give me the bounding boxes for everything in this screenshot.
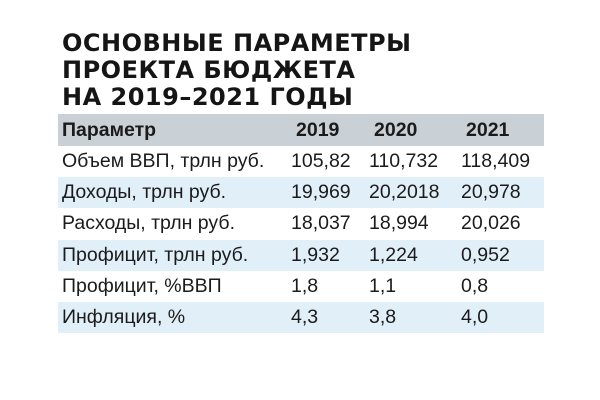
budget-parameters-table: Параметр 2019 2020 2021 Объем ВВП, трлн … bbox=[58, 114, 544, 334]
value-cell: 105,82 bbox=[288, 146, 366, 178]
value-cell: 3,8 bbox=[366, 301, 458, 334]
title-line-2: ПРОЕКТА БЮДЖЕТА bbox=[62, 56, 356, 84]
table-header-row: Параметр 2019 2020 2021 bbox=[58, 114, 544, 146]
value-cell: 20,2018 bbox=[366, 177, 458, 209]
header-cell-parameter: Параметр bbox=[58, 114, 288, 146]
value-cell: 1,8 bbox=[288, 270, 366, 302]
row-label-cell: Профицит, %ВВП bbox=[58, 270, 288, 302]
value-cell: 1,932 bbox=[288, 239, 366, 271]
header-cell-2020: 2020 bbox=[366, 114, 458, 146]
value-cell: 0,8 bbox=[458, 270, 544, 302]
row-label-cell: Объем ВВП, трлн руб. bbox=[58, 146, 288, 178]
row-label-cell: Инфляция, % bbox=[58, 301, 288, 334]
table-row: Инфляция, % 4,3 3,8 4,0 bbox=[58, 301, 544, 334]
value-cell: 18,994 bbox=[366, 208, 458, 240]
table-row: Доходы, трлн руб. 19,969 20,2018 20,978 bbox=[58, 177, 544, 209]
row-label-cell: Профицит, трлн руб. bbox=[58, 239, 288, 271]
header-cell-2019: 2019 bbox=[288, 114, 366, 146]
table-row: Расходы, трлн руб. 18,037 18,994 20,026 bbox=[58, 208, 544, 240]
header-cell-2021: 2021 bbox=[458, 114, 544, 146]
table-row: Профицит, %ВВП 1,8 1,1 0,8 bbox=[58, 270, 544, 302]
row-label-cell: Расходы, трлн руб. bbox=[58, 208, 288, 240]
table-row: Объем ВВП, трлн руб. 105,82 110,732 118,409 bbox=[58, 146, 544, 178]
value-cell: 118,409 bbox=[458, 146, 544, 178]
row-label-cell: Доходы, трлн руб. bbox=[58, 177, 288, 209]
value-cell: 20,026 bbox=[458, 208, 544, 240]
table-row: Профицит, трлн руб. 1,932 1,224 0,952 bbox=[58, 239, 544, 271]
title-line-3: НА 2019–2021 ГОДЫ bbox=[62, 83, 354, 111]
value-cell: 110,732 bbox=[366, 146, 458, 178]
table-body: Объем ВВП, трлн руб. 105,82 110,732 118,409… bbox=[58, 146, 544, 334]
value-cell: 0,952 bbox=[458, 239, 544, 271]
value-cell: 19,969 bbox=[288, 177, 366, 209]
value-cell: 4,3 bbox=[288, 301, 366, 334]
title-line-1: ОСНОВНЫЕ ПАРАМЕТРЫ bbox=[62, 29, 412, 57]
value-cell: 1,224 bbox=[366, 239, 458, 271]
chart-title: ОСНОВНЫЕ ПАРАМЕТРЫ ПРОЕКТА БЮДЖЕТА НА 20… bbox=[62, 30, 542, 111]
value-cell: 18,037 bbox=[288, 208, 366, 240]
value-cell: 20,978 bbox=[458, 177, 544, 209]
value-cell: 1,1 bbox=[366, 270, 458, 302]
value-cell: 4,0 bbox=[458, 301, 544, 334]
